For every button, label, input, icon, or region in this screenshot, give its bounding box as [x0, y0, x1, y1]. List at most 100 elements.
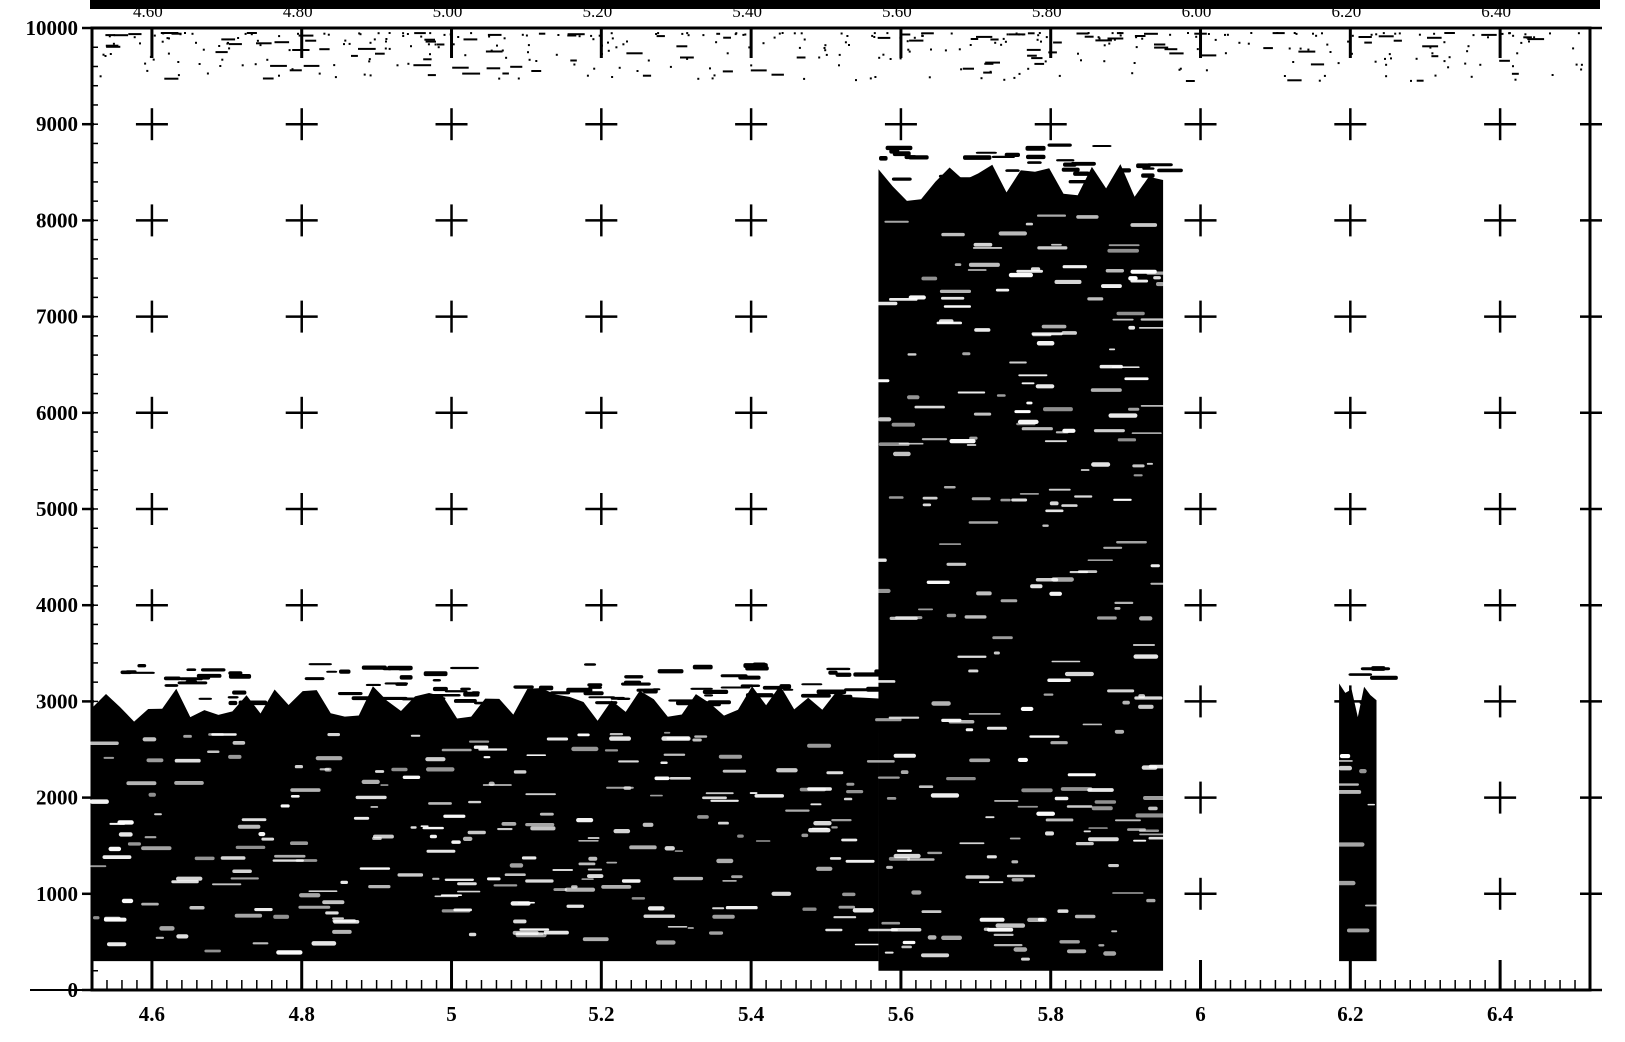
grid-cross — [135, 108, 168, 141]
top-noise-dot — [1144, 32, 1158, 35]
noise-streak — [428, 802, 452, 805]
top-noise-dot — [598, 34, 601, 37]
top-noise-dot — [840, 32, 843, 35]
top-noise-dot — [144, 62, 147, 65]
top-noise-dot — [1520, 41, 1523, 44]
noise-streak — [1148, 836, 1167, 840]
top-noise-dot — [722, 70, 733, 73]
noise-streak — [355, 795, 387, 800]
top-noise-dot — [1224, 33, 1226, 36]
top-noise-dot — [278, 74, 280, 77]
top-noise-dot — [622, 43, 625, 46]
top-noise-dot — [1134, 35, 1146, 37]
top-noise-dot — [686, 57, 689, 60]
noise-streak — [969, 758, 991, 763]
noise-streak — [183, 734, 192, 738]
edge-dash — [1005, 169, 1020, 172]
top-noise-dot — [744, 33, 747, 36]
noise-streak — [694, 735, 708, 738]
edge-dash — [704, 694, 714, 697]
edge-dash — [740, 684, 754, 688]
grid-cross — [1184, 108, 1217, 141]
noise-streak — [340, 880, 348, 884]
density-region-3 — [1332, 666, 1398, 962]
edge-dash — [1360, 667, 1391, 671]
top-noise-dot — [1351, 34, 1354, 37]
top-noise-dot — [909, 39, 924, 42]
top-noise-dot — [657, 32, 660, 35]
noise-streak — [647, 906, 665, 911]
top-noise-dot — [702, 34, 705, 37]
edge-dash — [616, 697, 631, 700]
noise-streak — [1011, 878, 1024, 882]
noise-streak — [802, 907, 817, 911]
noise-streak — [875, 718, 902, 722]
edge-dash — [692, 664, 713, 670]
top-noise-dot — [1443, 41, 1446, 44]
top-noise-dot — [1511, 72, 1519, 75]
noise-streak — [208, 733, 224, 736]
noise-streak — [1091, 462, 1111, 467]
top-noise-dot — [709, 67, 711, 70]
noise-streak — [468, 800, 482, 804]
noise-streak — [332, 919, 356, 923]
top-noise-dot — [1434, 74, 1437, 77]
top-noise-dot — [1337, 62, 1340, 65]
top-noise-dot — [1187, 32, 1189, 34]
top-noise-dot — [1119, 32, 1122, 35]
noise-streak — [807, 743, 832, 748]
noise-streak — [155, 936, 164, 939]
top-noise-dot — [256, 39, 259, 42]
noise-streak — [979, 917, 1005, 922]
grid-cross — [1484, 877, 1517, 910]
top-axis-label: 4.80 — [283, 2, 313, 21]
noise-streak — [444, 878, 474, 881]
top-noise-dot — [463, 38, 478, 41]
edge-dash — [186, 668, 197, 671]
noise-streak — [907, 395, 920, 400]
noise-streak — [469, 740, 490, 743]
noise-streak — [552, 869, 573, 871]
edge-dash — [816, 689, 847, 695]
top-axis-label: 5.80 — [1032, 2, 1062, 21]
noise-streak — [1018, 374, 1048, 377]
top-noise-dot — [333, 64, 336, 67]
noise-streak — [1087, 559, 1113, 561]
top-noise-dot — [1323, 74, 1326, 77]
top-noise-dot — [1512, 34, 1515, 37]
top-noise-dot — [1205, 69, 1208, 72]
top-noise-dot — [1195, 35, 1198, 38]
noise-streak — [108, 846, 122, 852]
top-noise-dot — [889, 58, 892, 60]
top-noise-dot — [555, 53, 558, 56]
top-noise-dot — [1004, 40, 1007, 43]
noise-streak — [1107, 689, 1135, 693]
top-noise-dot — [825, 53, 828, 56]
noise-streak — [1333, 790, 1362, 794]
noise-streak — [888, 496, 904, 499]
noise-streak — [973, 242, 993, 247]
top-noise-dot — [1350, 52, 1353, 55]
edge-dash — [1070, 161, 1096, 166]
edge-dash — [227, 696, 239, 699]
edge-dash — [891, 177, 912, 181]
noise-streak — [482, 784, 512, 786]
noise-streak — [687, 927, 694, 929]
top-noise-dot — [1572, 47, 1575, 50]
noise-streak — [1139, 616, 1153, 621]
y-tick-label: 7000 — [36, 305, 78, 329]
top-noise-dot — [531, 70, 542, 72]
top-noise-dot — [1095, 39, 1112, 42]
top-noise-dot — [278, 35, 281, 38]
top-noise-dot — [958, 48, 961, 51]
noise-streak — [521, 856, 537, 860]
top-noise-dot — [1288, 47, 1291, 50]
noise-streak — [949, 439, 976, 444]
noise-streak — [1156, 282, 1165, 287]
noise-streak — [1128, 325, 1136, 330]
top-noise-dot — [742, 33, 745, 36]
noise-streak — [380, 784, 389, 786]
edge-dash — [125, 670, 137, 673]
noise-streak — [232, 741, 246, 745]
top-noise-dot — [102, 53, 105, 56]
